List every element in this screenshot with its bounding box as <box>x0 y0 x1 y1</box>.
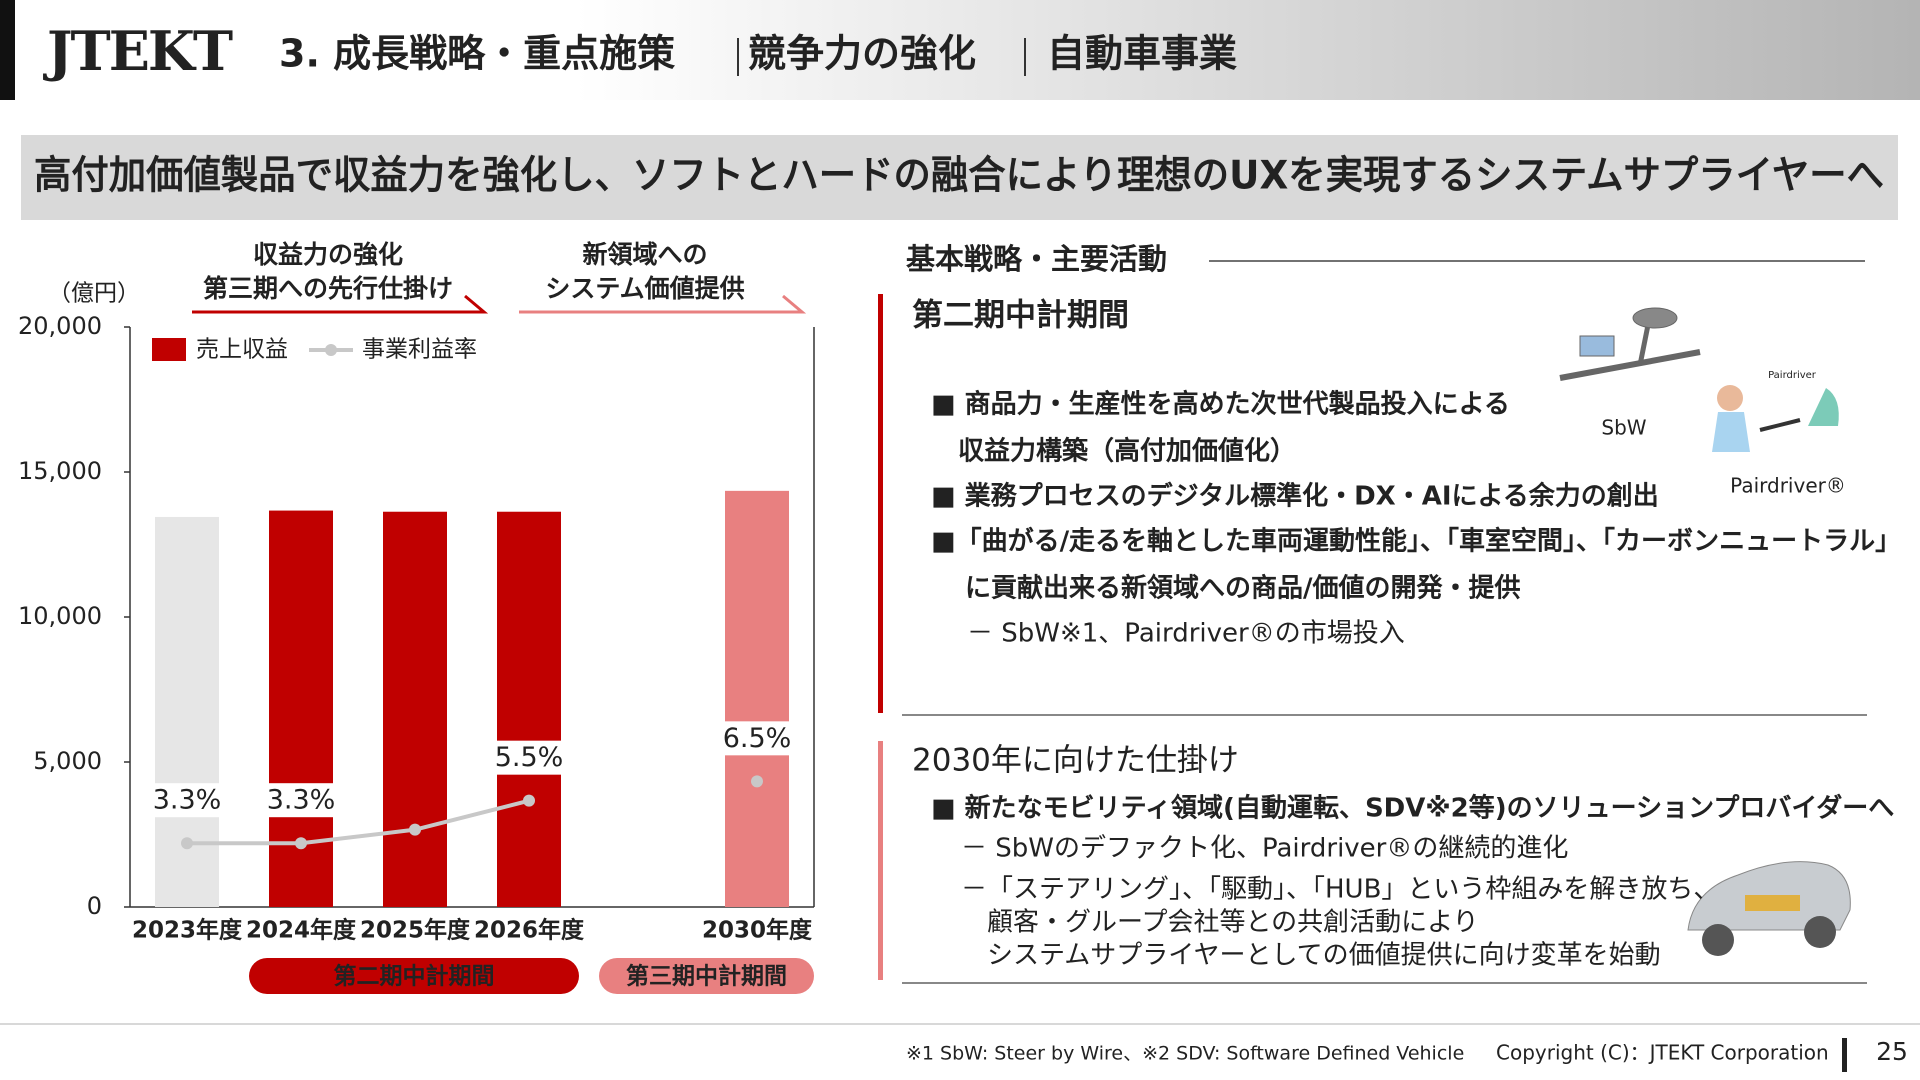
legend-swatch <box>152 338 186 361</box>
value-label: 3.3% <box>267 785 336 816</box>
line-marker <box>523 794 535 807</box>
header-title: 競争力の強化 <box>748 32 976 76</box>
bar <box>497 511 561 907</box>
phase-header: 新領域への <box>582 240 707 269</box>
legend-label: 売上収益 <box>196 337 288 363</box>
unit-label: （億円） <box>48 281 140 307</box>
page-bar <box>1842 1038 1847 1072</box>
x-tick-label: 2025年度 <box>360 917 471 944</box>
bar <box>725 490 789 907</box>
y-tick-label: 5,000 <box>33 747 102 775</box>
y-tick-label: 0 <box>87 892 102 920</box>
value-label: 5.5% <box>495 742 564 773</box>
legend-swatch <box>325 344 337 356</box>
phase-arrow <box>519 294 807 314</box>
value-label: 3.3% <box>153 785 222 816</box>
section-title: 2030年に向けた仕掛け <box>912 743 1239 779</box>
value-label-bg <box>495 740 563 775</box>
logo: JTEKT <box>43 19 233 83</box>
phase-header: 第三期への先行仕掛け <box>203 274 453 303</box>
y-tick-label: 15,000 <box>18 457 102 485</box>
pairdriver-illustration: Pairdriver <box>1712 370 1839 452</box>
line-marker <box>181 837 193 850</box>
page-number: 25 <box>1876 1037 1908 1066</box>
bullet-text: － SbW※1、Pairdriver®の市場投入 <box>967 619 1405 649</box>
period-label: 第三期中計期間 <box>626 963 787 990</box>
car-illustration <box>1687 861 1851 956</box>
header-accent <box>0 0 15 100</box>
value-label-bg <box>267 783 335 818</box>
line-marker <box>409 823 421 836</box>
header-title: 自動車事業 <box>1047 32 1237 76</box>
section-bar <box>878 294 883 713</box>
copyright: Copyright (C)：JTEKT Corporation <box>1496 1041 1829 1065</box>
header-bg <box>0 0 1920 100</box>
period-label: 第二期中計期間 <box>334 963 495 990</box>
legend-label: 事業利益率 <box>362 337 477 363</box>
bullet-text: 顧客・グループ会社等との共創活動により <box>987 908 1479 938</box>
bullet-text: ■「曲がる/走るを軸とした車両運動性能」、「車室空間」、「カーボンニュートラル」 <box>931 526 1901 557</box>
phase-header: 収益力の強化 <box>253 240 403 269</box>
bar <box>383 511 447 907</box>
line-marker <box>751 775 763 788</box>
strategy-heading: 基本戦略・主要活動 <box>906 242 1167 276</box>
phase-arrow <box>192 294 489 314</box>
image-label: SbW <box>1601 416 1646 440</box>
phase-header: システム価値提供 <box>545 274 744 303</box>
bullet-text: －「ステアリング」、「駆動」、「HUB」という枠組みを解き放ち、 <box>961 875 1719 905</box>
bullet-text: － SbWのデファクト化、Pairdriver®の継続的進化 <box>961 834 1568 864</box>
bullet-text: に貢献出来る新領域への商品/価値の開発・提供 <box>965 573 1521 604</box>
x-tick-label: 2024年度 <box>246 917 357 944</box>
value-label-bg <box>153 783 221 818</box>
sbw-illustration <box>1559 307 1701 381</box>
pairdriver-logo: Pairdriver <box>1768 370 1817 381</box>
value-label: 6.5% <box>723 723 792 754</box>
bullet-text: 収益力構築（高付加価値化） <box>958 436 1296 467</box>
x-tick-label: 2023年度 <box>132 917 243 944</box>
section-title: 第二期中計期間 <box>912 298 1129 334</box>
banner-bg <box>21 135 1898 220</box>
x-tick-label: 2026年度 <box>474 917 585 944</box>
x-tick-label: 2030年度 <box>702 917 813 944</box>
bullet-text: ■ 新たなモビリティ領域(自動運転、SDV※2等)のソリューションプロバイダーへ <box>931 793 1894 824</box>
line-marker <box>295 837 307 850</box>
period-pill <box>249 958 579 994</box>
bullet-text: システムサプライヤーとしての価値提供に向け変革を始動 <box>987 941 1661 971</box>
footnote: ※1 SbW: Steer by Wire、※2 SDV: Software D… <box>906 1043 1464 1065</box>
value-label-bg <box>723 721 791 756</box>
bullet-text: ■ 業務プロセスのデジタル標準化・DX・AIによる余力の創出 <box>931 481 1659 512</box>
header-title: 3. 成長戦略・重点施策 <box>279 32 675 76</box>
period-pill <box>599 958 814 994</box>
y-tick-label: 20,000 <box>18 312 102 340</box>
image-label: Pairdriver® <box>1730 474 1846 498</box>
y-tick-label: 10,000 <box>18 602 102 630</box>
section-bar <box>878 741 883 980</box>
bullet-text: ■ 商品力・生産性を高めた次世代製品投入による <box>931 389 1510 420</box>
banner-text: 高付加価値製品で収益力を強化し、ソフトとハードの融合により理想のUXを実現するシ… <box>34 154 1884 199</box>
